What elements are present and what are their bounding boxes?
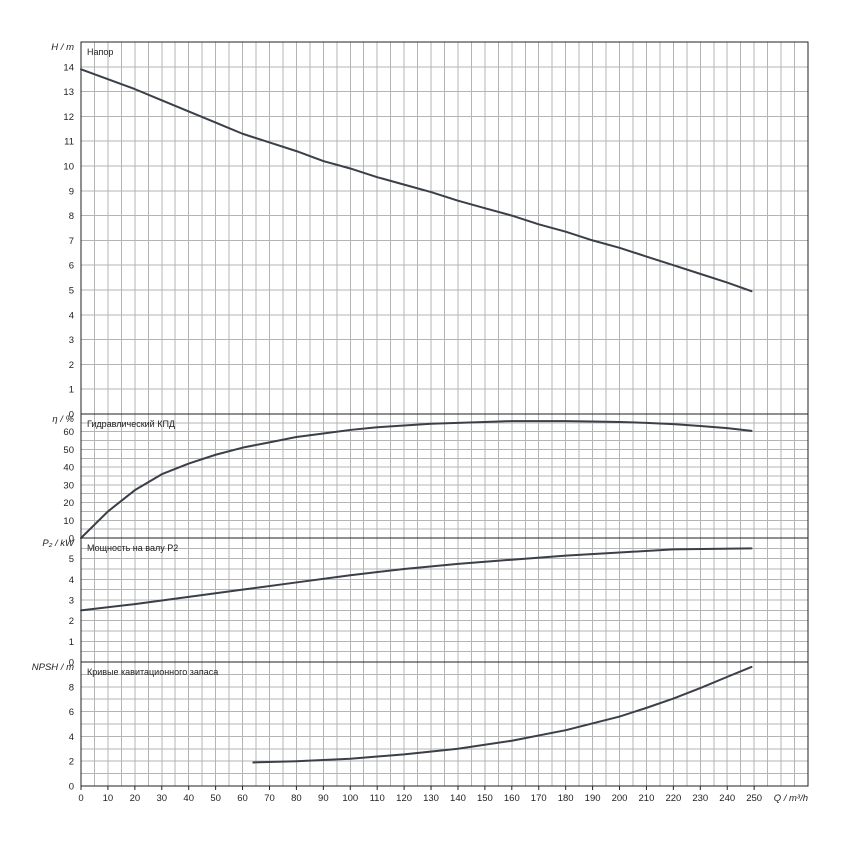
y-tick-label: 4: [69, 310, 74, 321]
x-tick-label: 130: [423, 793, 439, 804]
x-tick-label: 90: [318, 793, 329, 804]
x-tick-label: 60: [237, 793, 248, 804]
y-tick-label: 1: [69, 637, 74, 648]
panel-4-grid: [81, 662, 808, 786]
x-tick-label: 250: [746, 793, 762, 804]
y-tick-label: 2: [69, 360, 74, 371]
x-tick-label: 170: [531, 793, 547, 804]
panel-title: Кривые кавитационного запаса: [87, 667, 218, 677]
x-tick-label: 240: [719, 793, 735, 804]
panel-title: Напор: [87, 47, 113, 57]
y-tick-label: 20: [63, 498, 74, 509]
x-tick-label: 50: [210, 793, 221, 804]
y-axis-label: η / %: [52, 414, 74, 425]
y-tick-label: 9: [69, 186, 74, 197]
y-tick-label: 2: [69, 616, 74, 627]
x-axis: 0 10 20 30 40 50 60 70 80 90 100 110 120 130 140 150 160…: [78, 786, 808, 804]
y-tick-label: 5: [69, 554, 74, 565]
x-tick-label: 200: [612, 793, 628, 804]
x-tick-label: 20: [130, 793, 141, 804]
curve-line: [80, 420, 753, 539]
panel-2: 0 10 20 30 40 50 60 η / % Гидравлический КПД: [52, 413, 809, 545]
y-tick-label: 40: [63, 463, 74, 474]
y-tick-label: 14: [63, 62, 74, 73]
x-axis-label: Q / m³/h: [774, 793, 808, 804]
y-tick-label: 50: [63, 445, 74, 456]
y-tick-label: 7: [69, 236, 74, 247]
y-tick-label: 8: [69, 682, 74, 693]
y-tick-label: 2: [69, 757, 74, 768]
curve-line: [80, 68, 753, 293]
y-tick-label: 11: [64, 137, 74, 148]
panel-frame: [80, 661, 809, 787]
x-tick-label: 230: [692, 793, 708, 804]
x-tick-label: 120: [396, 793, 412, 804]
y-axis-label: P₂ / kW: [42, 538, 75, 549]
y-tick-label: 60: [63, 427, 74, 438]
x-tick-label: 0: [78, 793, 83, 804]
x-tick-label: 220: [665, 793, 681, 804]
y-tick-label: 6: [69, 707, 74, 718]
panel-3: 0 1 2 3 4 5 P₂ / kW Мощность на валу P2: [42, 537, 809, 669]
y-tick-label: 4: [69, 575, 74, 586]
x-tick-label: 180: [558, 793, 574, 804]
curve-line: [80, 547, 753, 612]
y-tick-label: 8: [69, 211, 74, 222]
y-tick-label: 0: [69, 782, 74, 793]
y-tick-label: 6: [69, 261, 74, 272]
panel-title: Мощность на валу P2: [87, 543, 178, 553]
panel-1-grid: [81, 42, 808, 414]
x-tick-label: 110: [370, 793, 385, 804]
panel-2-grid: [81, 414, 808, 538]
x-tick-label: 190: [585, 793, 601, 804]
y-tick-label: 0: [69, 534, 74, 545]
y-tick-label: 3: [69, 596, 74, 607]
x-tick-label: 10: [103, 793, 114, 804]
x-tick-label: 210: [639, 793, 655, 804]
x-tick-label: 140: [450, 793, 466, 804]
y-tick-label: 30: [63, 480, 74, 491]
x-tick-label: 40: [183, 793, 194, 804]
x-tick-label: 150: [477, 793, 493, 804]
y-tick-label: 0: [69, 410, 74, 421]
y-tick-label: 10: [63, 162, 74, 173]
y-tick-label: 1: [69, 385, 74, 396]
y-tick-label: 4: [69, 732, 74, 743]
x-tick-label: 160: [504, 793, 520, 804]
y-tick-label: 5: [69, 286, 74, 297]
y-tick-label: 13: [63, 87, 74, 98]
y-axis-label: NPSH / m: [32, 662, 74, 673]
y-axis-label: H / m: [51, 42, 74, 53]
y-tick-label: 0: [69, 658, 74, 669]
x-tick-label: 100: [342, 793, 358, 804]
panel-3-grid: [81, 538, 808, 662]
y-tick-label: 12: [63, 112, 74, 123]
x-tick-label: 80: [291, 793, 302, 804]
x-tick-label: 70: [264, 793, 275, 804]
panel-4: 0 2 4 6 8 NPSH / m Кривые кавитационного запас…: [32, 661, 809, 793]
y-tick-label: 3: [69, 335, 74, 346]
panel-title: Гидравлический КПД: [87, 419, 175, 429]
curve-line: [252, 665, 753, 764]
x-tick-label: 30: [156, 793, 167, 804]
y-tick-label: 10: [63, 516, 74, 527]
